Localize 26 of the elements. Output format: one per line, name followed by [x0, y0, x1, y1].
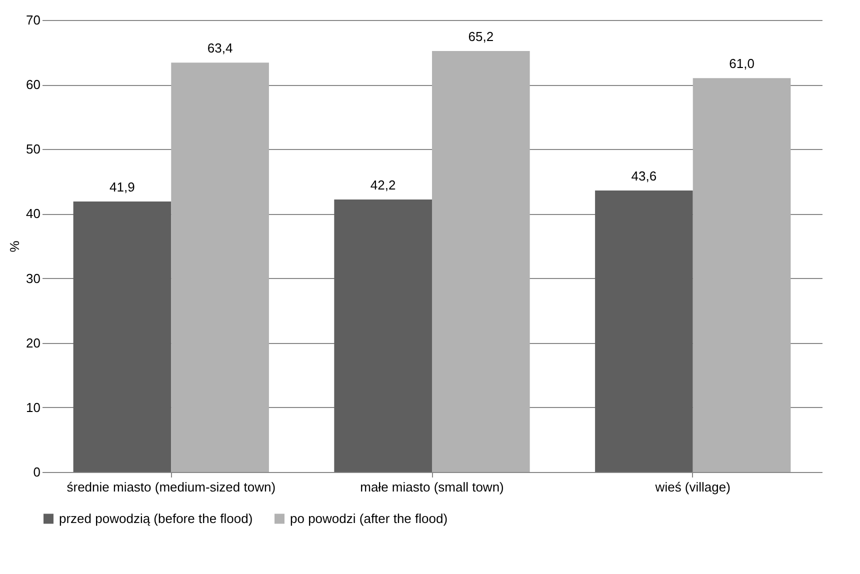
y-tick-label: 70 [26, 12, 40, 28]
y-tick-label: 50 [26, 142, 40, 157]
bar [595, 190, 693, 472]
bar [171, 62, 269, 472]
data-label: 65,2 [468, 28, 494, 44]
y-tick-label: 40 [26, 206, 40, 222]
legend-label: przed powodzią (before the flood) [59, 510, 253, 526]
bar [73, 201, 172, 472]
bar [692, 78, 791, 472]
data-label: 63,4 [207, 40, 233, 56]
y-axis-title: % [7, 240, 22, 252]
legend-label: po powodzi (after the flood) [290, 510, 448, 526]
bar [334, 200, 432, 472]
y-tick-label: 20 [26, 335, 40, 350]
data-label: 42,2 [370, 178, 396, 193]
y-tick-label: 30 [26, 270, 40, 286]
x-tick-label: wieś (village) [654, 480, 730, 494]
x-tick-label: małe miasto (small town) [360, 480, 504, 494]
data-label: 43,6 [631, 168, 657, 184]
bar [432, 50, 530, 472]
y-tick-label: 10 [26, 400, 40, 415]
y-tick-label: 60 [26, 77, 40, 92]
x-tick-label: średnie miasto (medium-sized town) [66, 480, 276, 494]
data-label: 61,0 [729, 56, 754, 72]
data-label: 41,9 [110, 179, 135, 194]
y-tick-label: 0 [33, 464, 40, 480]
